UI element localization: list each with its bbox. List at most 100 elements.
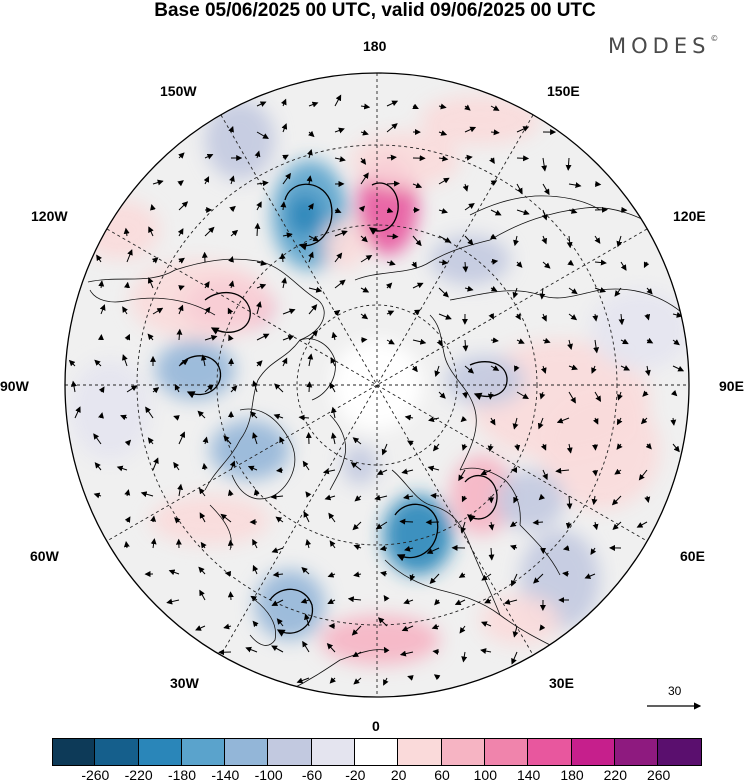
wind-vector [592,443,599,451]
wind-vector [461,443,468,451]
wind-vector [271,645,284,653]
wind-vector [353,544,362,551]
wind-vector [120,414,128,421]
wind-vector [381,443,388,456]
wind-vector [195,625,206,631]
wind-vector [327,598,336,604]
wind-vector [464,203,475,211]
colorbar-tick-label: 220 [603,767,628,783]
anomaly-patch [255,570,325,640]
wind-vector [620,338,629,345]
wind-vector [386,233,399,240]
wind-vector [324,494,336,501]
wind-vector [386,180,400,187]
wind-vector [252,380,258,393]
wind-vector [399,650,414,657]
wind-vector [672,339,680,346]
wind-vector [540,365,547,374]
wind-vector [306,175,313,185]
wind-vector [333,309,341,316]
wind-vector [427,465,440,472]
wind-vector [403,598,414,605]
wind-vector [173,415,180,421]
wind-vector [197,410,206,419]
wind-vector [228,280,235,289]
wind-vector [562,570,570,577]
wind-vector [620,261,627,271]
wind-vector [385,282,393,289]
wind-vector [275,516,284,523]
wind-vector [250,595,258,602]
wind-vector [539,391,546,400]
wind-vector [227,489,234,497]
wind-vector [253,488,260,497]
label-lon-0: 0 [372,718,380,734]
anomaly-patch [540,390,660,510]
wind-vector [177,228,184,237]
wind-vector [227,591,234,601]
wind-vector [200,541,207,549]
wind-vector [512,287,519,299]
wind-vector [399,518,414,525]
wind-vector [516,155,530,162]
wind-vector [281,277,287,289]
wind-vector [200,354,207,367]
wind-vector [432,648,440,655]
wind-vector [541,313,547,322]
colorbar-tick-label: -100 [254,767,283,783]
wind-vector [412,338,427,345]
wind-vector [542,183,550,196]
wind-vector [360,336,368,343]
wind-vector [616,417,623,426]
wind-vector [223,435,232,445]
wind-vector [279,436,285,445]
wind-vector [404,545,414,552]
wind-vector [510,573,518,587]
wind-vector [458,572,466,578]
anomaly-patch [450,455,514,535]
circulation-arrows [179,182,508,637]
colorbar [52,738,702,766]
wind-vector [360,254,373,263]
colorbar-tick-label: -220 [124,767,153,783]
wind-vector [360,103,371,110]
wind-vector [353,677,362,685]
wind-vector [256,360,263,367]
wind-vector [616,443,623,450]
wind-vector [488,312,494,320]
wind-vector [404,414,414,421]
wind-vector [642,390,649,397]
wind-vector [350,462,362,471]
wind-vector [298,414,310,421]
wind-vector [152,307,164,315]
wind-vector [71,380,77,393]
wind-vector [116,465,128,472]
wind-vector [462,183,469,192]
wind-vector [490,258,499,265]
wind-vector [646,337,654,344]
wind-vector [99,304,106,315]
label-lon-60w: 60W [30,548,59,564]
wind-vector [383,594,390,602]
wind-vector [254,222,261,237]
wind-vector [594,259,607,266]
anomaly-patch [150,495,270,545]
wind-vector [643,261,650,269]
wind-vector [178,285,185,291]
wind-vector [308,101,319,108]
wind-vector [94,359,102,367]
wind-vector [438,208,448,214]
wind-vector [228,256,234,263]
wind-vector [464,285,474,292]
wind-vector [646,287,653,295]
colorbar-tick-label: 60 [434,767,450,783]
colorbar-swatch [571,738,615,766]
wind-vector [150,515,157,523]
wind-vector [123,541,130,549]
wind-vector [147,437,154,445]
colorbar-swatch [528,738,572,766]
wind-vector [636,521,648,528]
wind-vector [256,201,262,211]
wind-vector [488,521,495,531]
wind-vector [68,359,76,367]
